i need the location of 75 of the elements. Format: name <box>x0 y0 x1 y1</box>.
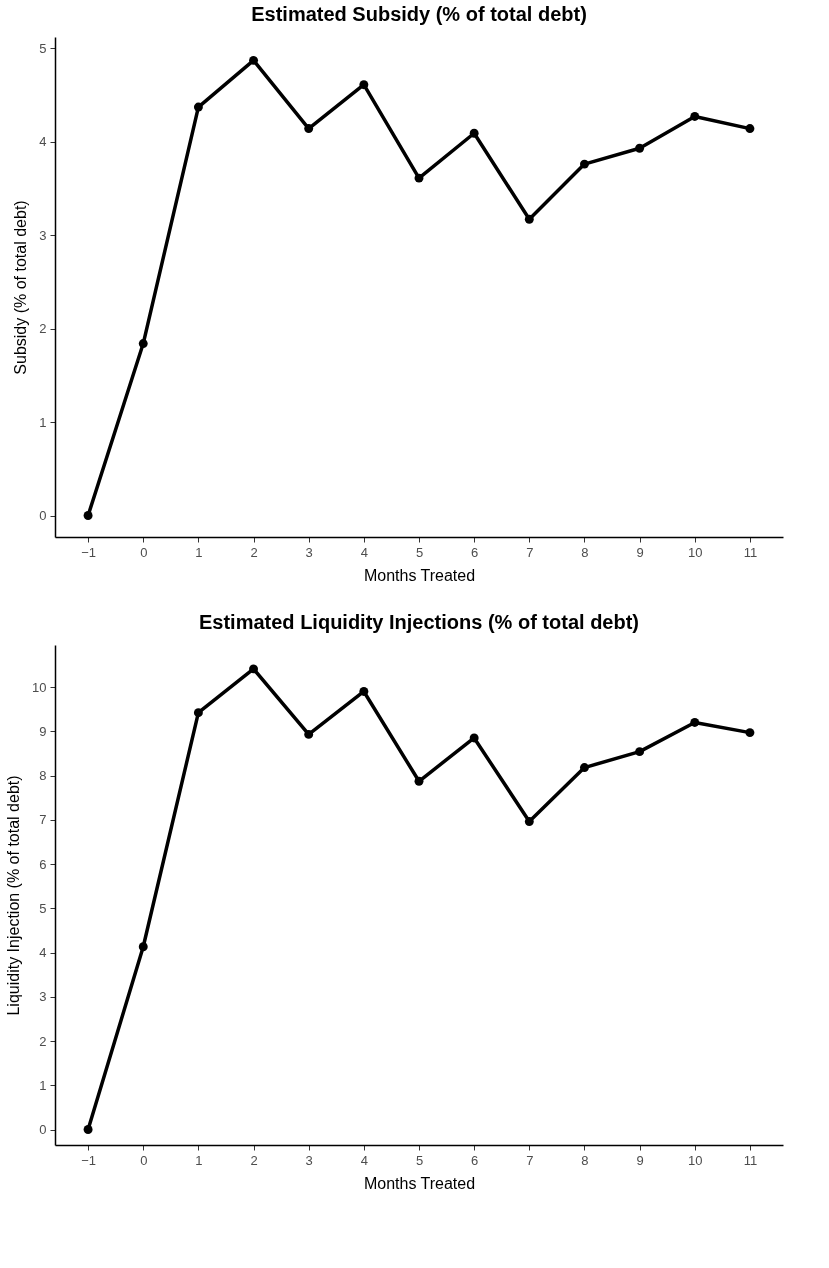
x-tick-label: 6 <box>471 1152 479 1168</box>
x-tick-label: 10 <box>688 544 703 560</box>
point <box>414 173 424 183</box>
x-tick-label: 1 <box>195 544 203 560</box>
point <box>524 817 534 827</box>
x-tick-label: 3 <box>305 1152 313 1168</box>
y-tick-label: 1 <box>39 1077 47 1093</box>
point <box>83 511 93 520</box>
y-tick-label: 2 <box>39 321 47 337</box>
x-tick-label: 7 <box>526 1152 534 1168</box>
point <box>579 159 589 169</box>
y-tick-label: 9 <box>39 723 47 739</box>
x-tick-label: 4 <box>360 1152 368 1168</box>
point <box>193 102 203 112</box>
x-tick-label: 10 <box>688 1152 703 1168</box>
point <box>745 124 755 134</box>
y-axis-title: Liquidity Injection (% of total debt) <box>5 775 23 1016</box>
y-tick-label: 0 <box>39 508 47 523</box>
x-tick-label: 2 <box>250 1152 258 1168</box>
y-axis-title: Subsidy (% of total debt) <box>12 200 30 375</box>
point <box>138 942 148 952</box>
x-tick-label: 4 <box>360 544 368 560</box>
x-axis-title: Months Treated <box>363 1174 476 1192</box>
x-tick-label: 2 <box>250 544 258 560</box>
point <box>690 111 700 121</box>
chart-title: Estimated Subsidy (% of total debt) <box>251 3 587 25</box>
chart-title: Estimated Liquidity Injections (% of total debt) <box>198 611 640 633</box>
x-axis-title: Months Treated <box>363 566 476 584</box>
x-tick-label: 3 <box>305 544 313 560</box>
y-tick-label: 7 <box>39 812 47 828</box>
x-tick-label: 0 <box>140 544 148 560</box>
x-tick-label: 9 <box>636 544 644 560</box>
point <box>414 776 424 786</box>
y-tick-label: 1 <box>39 414 47 430</box>
y-tick-label: 10 <box>32 679 47 695</box>
x-tick-label: 11 <box>743 544 758 560</box>
y-tick-label: 3 <box>39 989 47 1005</box>
point <box>138 339 148 349</box>
x-tick-label: 8 <box>581 1152 589 1168</box>
point <box>469 733 479 743</box>
point <box>249 55 259 65</box>
point <box>304 124 314 134</box>
y-tick-label: 2 <box>39 1033 47 1049</box>
x-tick-label: −1 <box>81 1152 96 1168</box>
point <box>524 214 534 224</box>
x-tick-label: 7 <box>526 544 534 560</box>
point <box>193 708 203 718</box>
point <box>83 1125 93 1134</box>
y-tick-label: 4 <box>39 134 47 150</box>
x-tick-label: 5 <box>415 1152 424 1168</box>
x-tick-label: 5 <box>415 544 424 560</box>
point <box>635 747 645 757</box>
x-tick-label: 1 <box>195 1152 203 1168</box>
x-tick-label: 6 <box>471 544 479 560</box>
x-tick-label: 8 <box>581 544 589 560</box>
y-tick-label: 5 <box>39 40 47 56</box>
x-tick-label: 9 <box>636 1152 644 1168</box>
y-tick-label: 5 <box>39 900 47 916</box>
x-tick-label: −1 <box>81 544 96 560</box>
point <box>635 143 645 153</box>
y-tick-label: 3 <box>39 227 47 243</box>
y-tick-label: 8 <box>39 768 47 784</box>
x-tick-label: 0 <box>140 1152 148 1168</box>
point <box>304 729 314 739</box>
point <box>359 687 369 696</box>
point <box>690 717 700 727</box>
y-tick-label: 4 <box>39 945 47 961</box>
y-tick-label: 0 <box>39 1122 47 1138</box>
point <box>579 763 589 773</box>
point <box>469 128 479 138</box>
y-tick-label: 6 <box>39 856 47 872</box>
point <box>359 80 369 90</box>
x-tick-label: 11 <box>743 1152 758 1168</box>
point <box>249 664 259 674</box>
point <box>745 728 755 738</box>
